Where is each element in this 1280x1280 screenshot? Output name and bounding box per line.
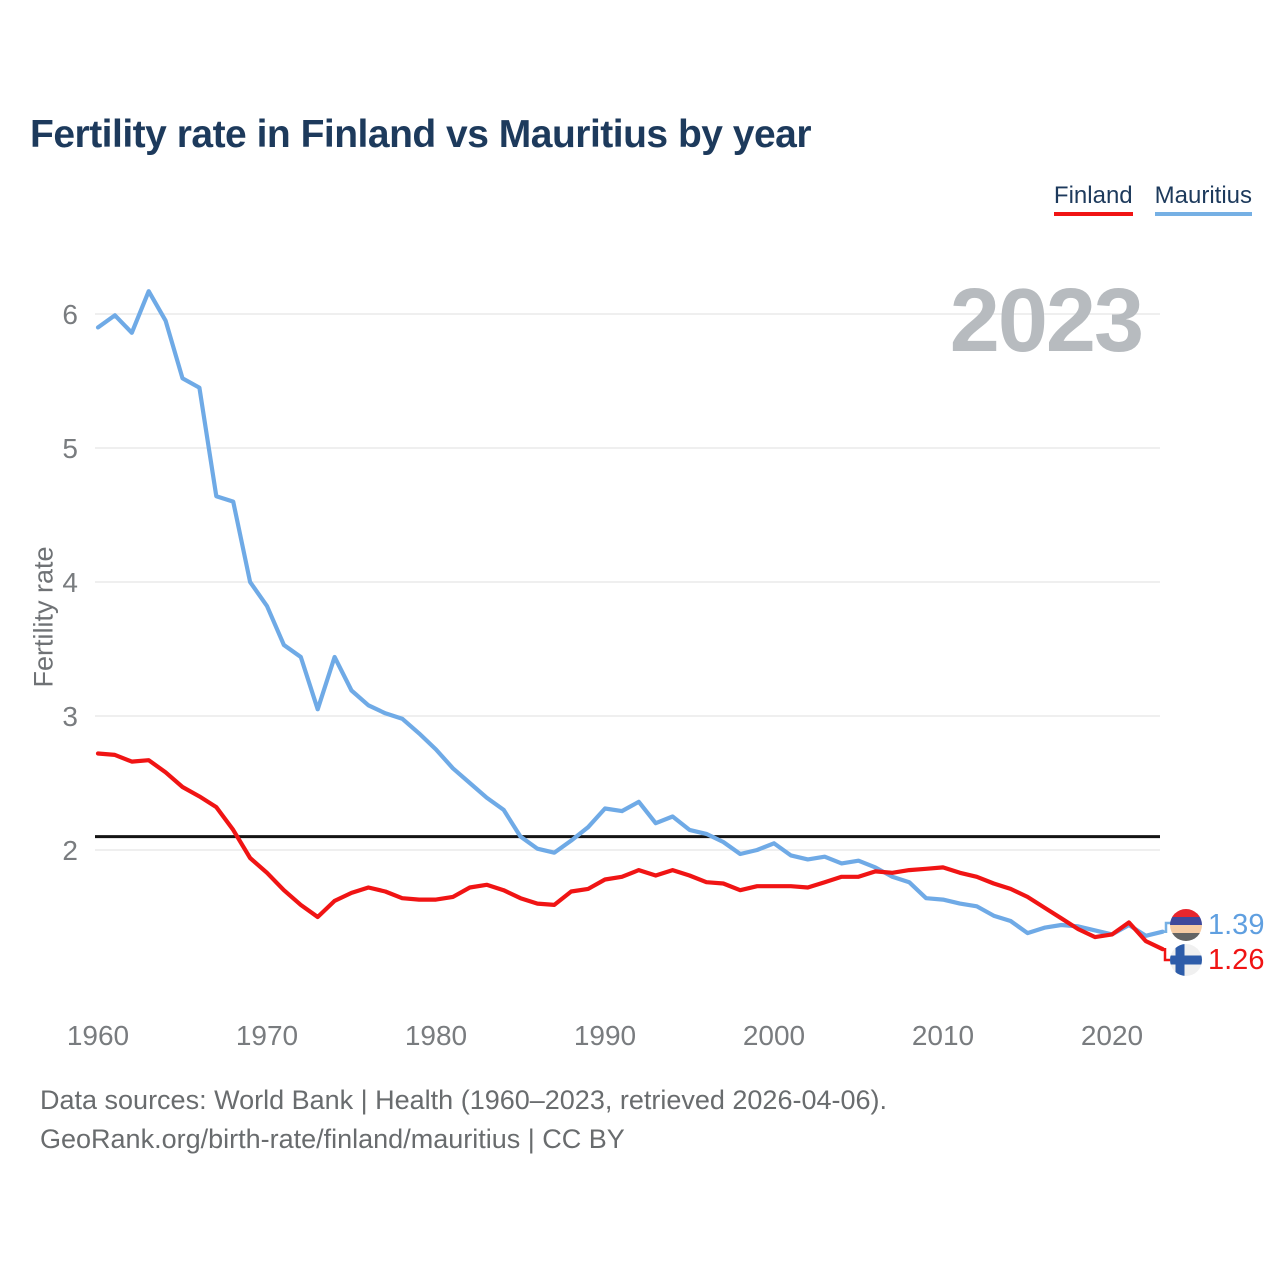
x-tick-label: 1970 [236,1020,298,1051]
end-annotations: 1.39 1.26 [1162,909,1264,976]
x-tick-label: 1990 [574,1020,636,1051]
finland-flag-icon [1170,944,1202,976]
y-tick-label: 6 [62,299,78,330]
y-tick-label: 4 [62,567,78,598]
mauritius-leader-line [1162,921,1171,933]
footer: Data sources: World Bank | Health (1960–… [40,1081,887,1159]
y-tick-label: 2 [62,835,78,866]
legend-item-finland[interactable]: Finland [1053,182,1133,217]
legend-underline-mauritius [1154,212,1252,217]
y-tick-label: 3 [62,701,78,732]
x-tick-label: 2000 [743,1020,805,1051]
x-tick-label: 1980 [405,1020,467,1051]
legend-label-mauritius: Mauritius [1154,182,1252,209]
year-watermark: 2023 [949,271,1144,371]
legend-underline-finland [1053,212,1133,217]
grid-layer: 2 3 4 5 6 1960 1970 1980 1990 2000 2010 2020 [62,299,1160,1051]
footer-sources: Data sources: World Bank | Health (1960–… [40,1085,887,1115]
x-tick-label: 2020 [1081,1020,1143,1051]
legend: Finland Mauritius [1053,182,1252,217]
finland-line [95,751,1165,952]
mauritius-flag-icon [1170,909,1202,941]
y-tick-label: 5 [62,433,78,464]
x-tick-label: 2010 [912,1020,974,1051]
footer-attribution: GeoRank.org/birth-rate/finland/mauritius… [40,1123,625,1154]
series-layer [95,289,1165,952]
mauritius-end-value: 1.39 [1208,909,1264,941]
legend-label-finland: Finland [1053,182,1133,209]
mauritius-line [95,289,1165,938]
finland-leader-line [1162,947,1171,962]
legend-item-mauritius[interactable]: Mauritius [1154,182,1252,217]
x-tick-label: 1960 [67,1020,129,1051]
finland-end-value: 1.26 [1208,944,1264,976]
page-title: Fertility rate in Finland vs Mauritius b… [30,113,812,156]
